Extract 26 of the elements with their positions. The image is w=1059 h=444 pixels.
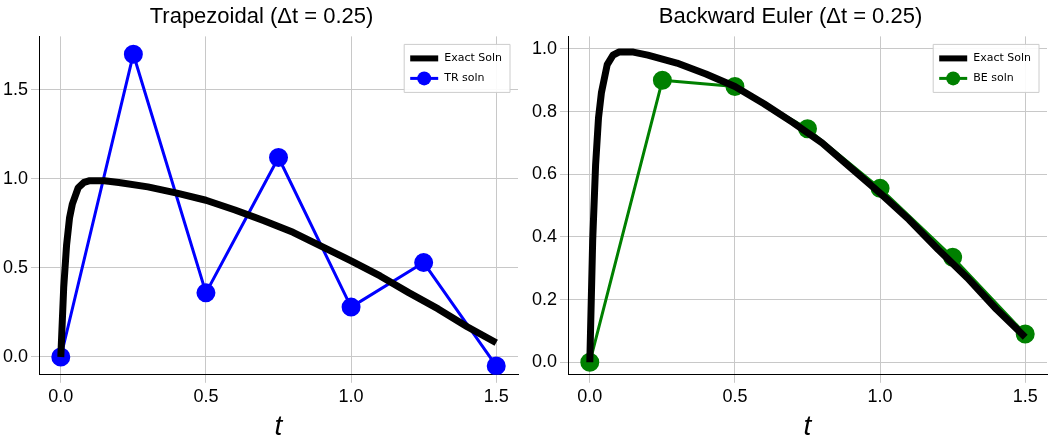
x-tick-label: 0.5 — [193, 385, 219, 406]
y-tick-label: 0.8 — [531, 100, 558, 121]
x-tick-label: 1.5 — [483, 385, 509, 406]
y-tick-label: 0.4 — [531, 225, 558, 246]
legend-label: BE soln — [973, 71, 1014, 85]
legend-label: Exact Soln — [973, 51, 1032, 65]
y-tick-label: 0.6 — [531, 163, 558, 184]
y-tick-label: 1.0 — [531, 37, 558, 58]
y-tick-label: 1.0 — [2, 167, 29, 188]
x-tick-label: 0.0 — [48, 385, 74, 406]
x-axis-title: t — [803, 410, 813, 441]
y-tick-label: 1.5 — [2, 78, 29, 99]
chart-title: Backward Euler (Δt = 0.25) — [658, 3, 923, 29]
x-tick-label: 0.5 — [722, 385, 748, 406]
y-tick-label: 0.0 — [2, 345, 29, 366]
chart-title: Trapezoidal (Δt = 0.25) — [149, 3, 374, 29]
legend-label: Exact Soln — [444, 51, 503, 65]
x-tick-label: 1.0 — [867, 385, 893, 406]
x-axis-title: t — [274, 410, 284, 441]
y-tick-label: 0.5 — [2, 256, 29, 277]
legend-label: TR soln — [443, 71, 485, 85]
x-tick-label: 0.0 — [577, 385, 603, 406]
y-tick-label: 0.0 — [531, 351, 558, 372]
x-tick-label: 1.0 — [338, 385, 364, 406]
x-tick-label: 1.5 — [1012, 385, 1038, 406]
y-tick-label: 0.2 — [531, 288, 558, 309]
